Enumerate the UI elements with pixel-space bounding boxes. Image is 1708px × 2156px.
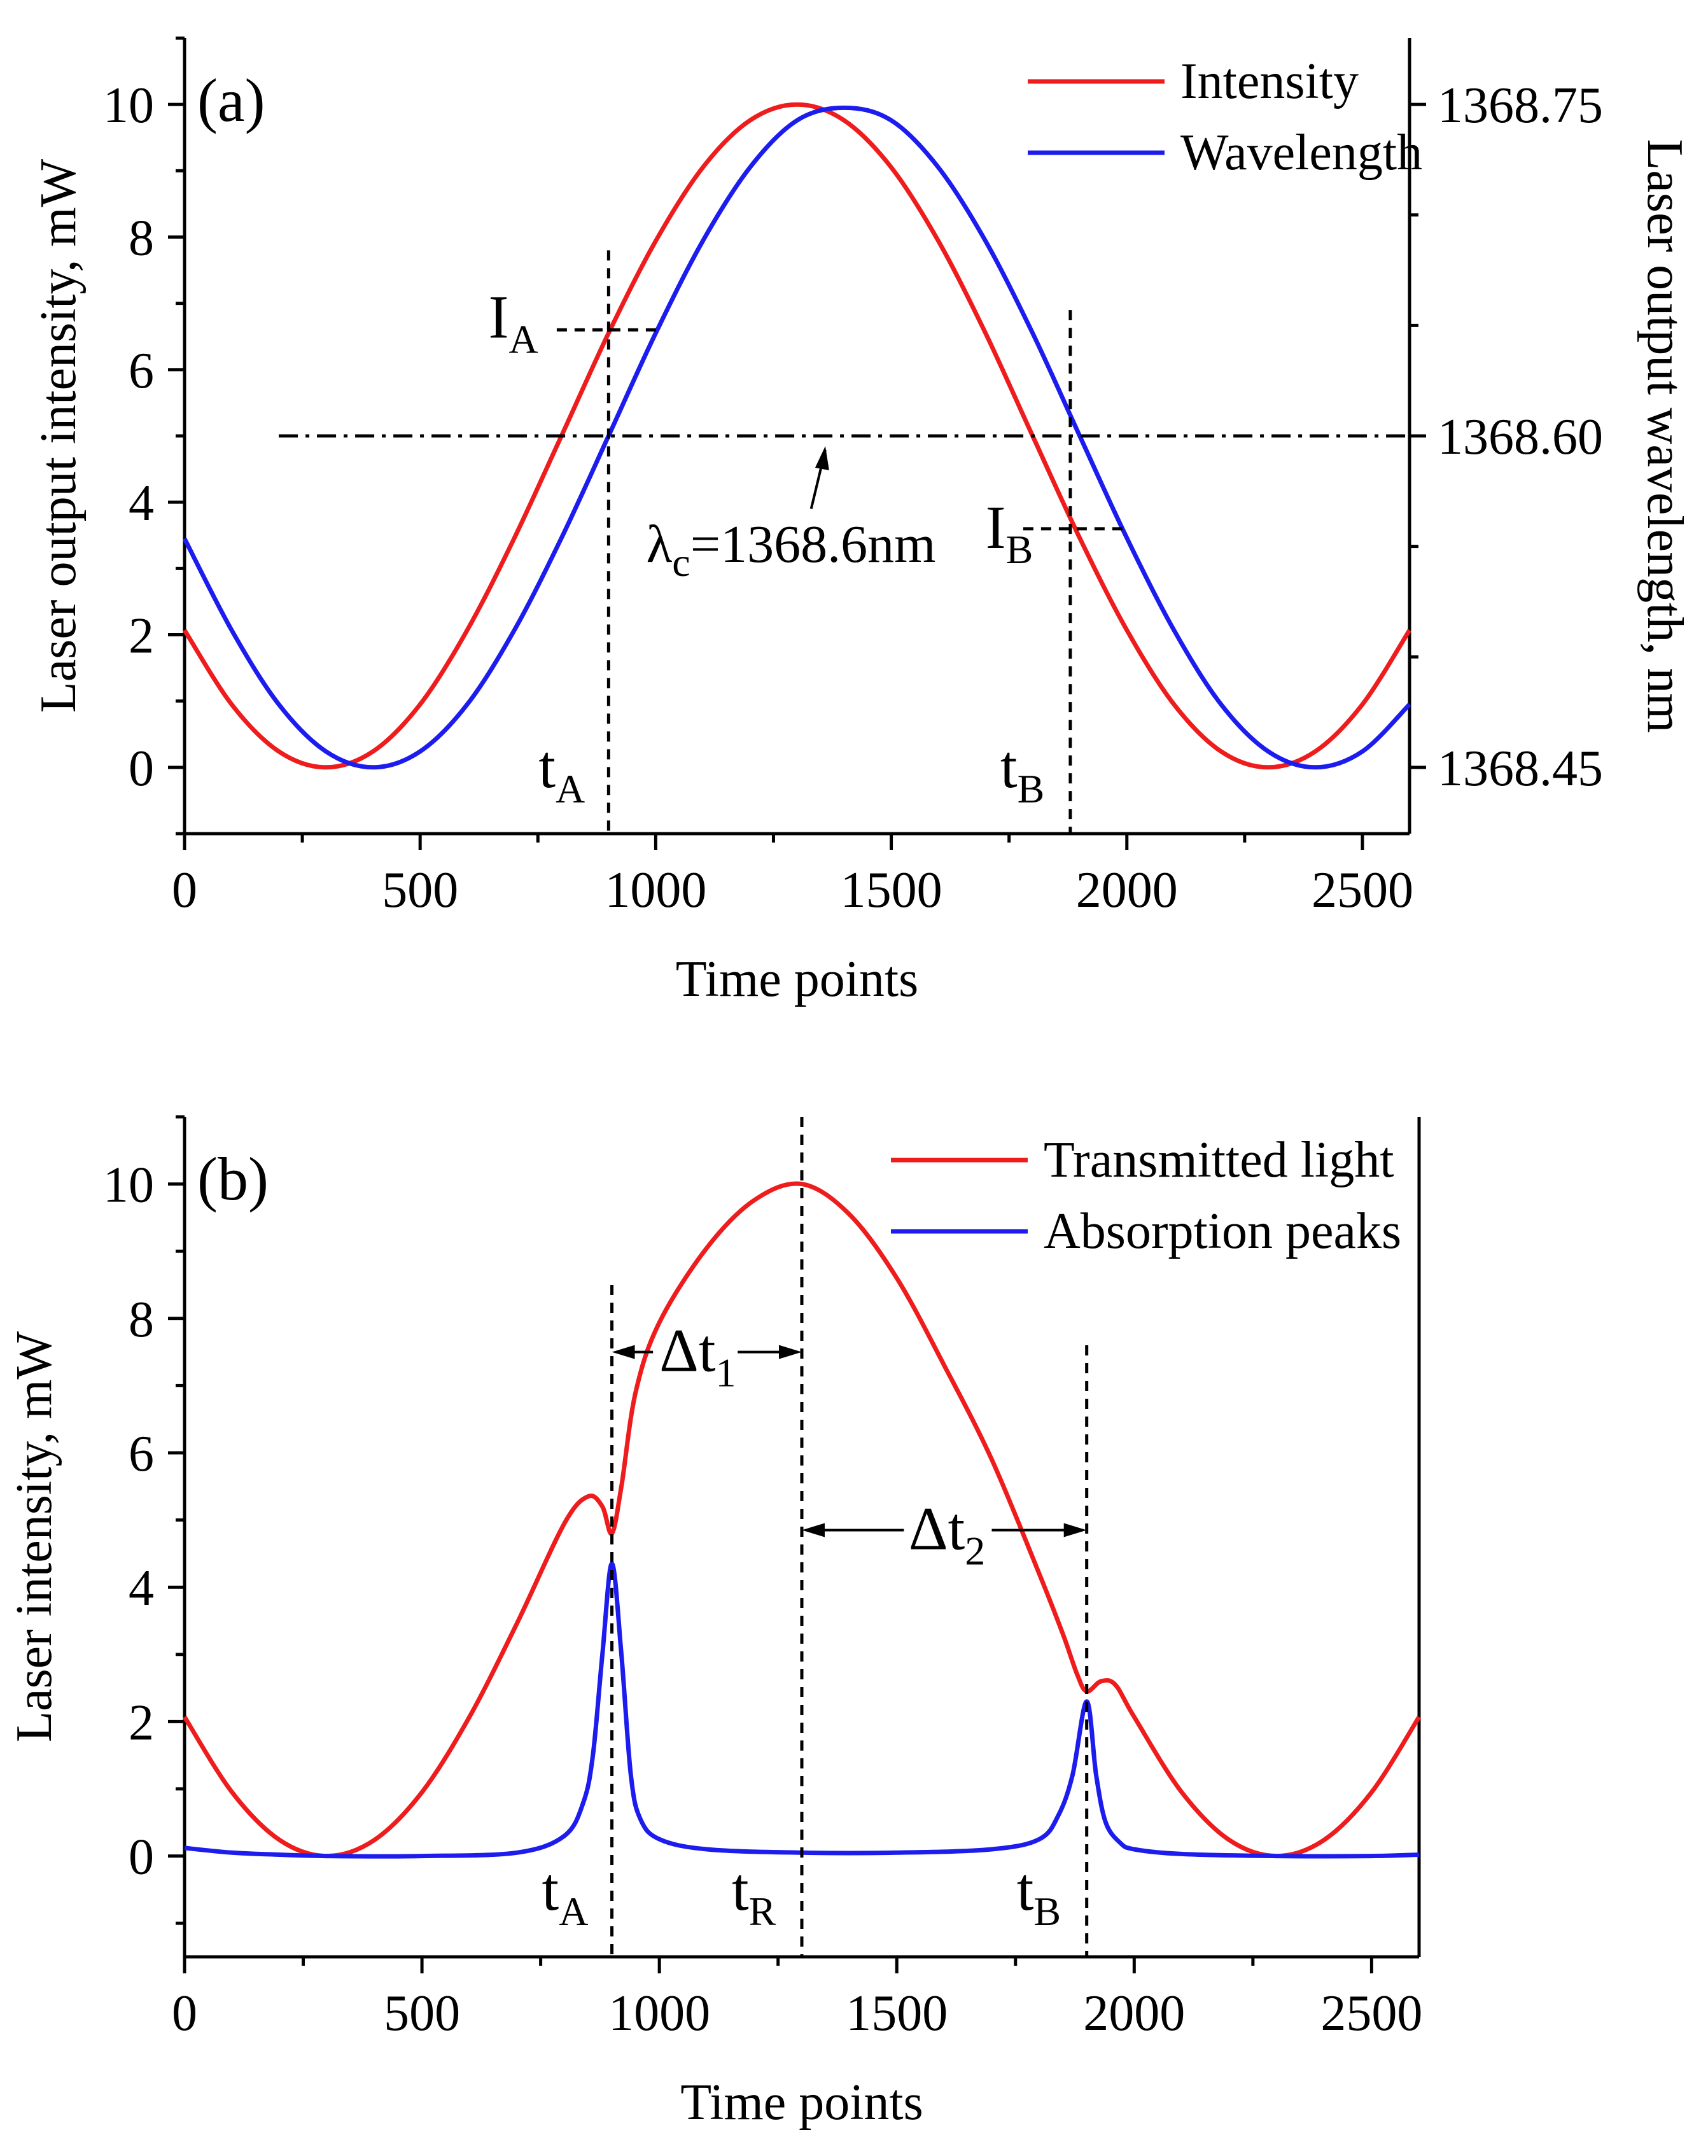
x-tick-label: 2500 [1320, 1985, 1422, 2041]
panel-b-curves [183, 1181, 1421, 1859]
y-tick-label: 4 [129, 1560, 154, 1616]
t-a-label: tA [542, 1855, 589, 1934]
legend-intensity-label: Intensity [1180, 53, 1359, 109]
y-tick-label: 4 [129, 475, 154, 531]
dt1-arrowhead-left [612, 1345, 635, 1359]
y-tick-label: 2 [129, 608, 154, 664]
panel-b-legend: Transmitted light Absorption peaks [891, 1132, 1401, 1259]
panel-b-x-axis-title: Time points [680, 2075, 923, 2131]
panel-a-annotations: tA tB IA IB λc=1368.6nm [279, 250, 1410, 834]
panel-a-label: (a) [197, 66, 265, 134]
x-tick-label: 1000 [608, 1985, 710, 2041]
x-tick-label: 1500 [846, 1985, 948, 2041]
y2-tick-label: 1368.60 [1438, 409, 1603, 465]
x-tick-label: 2000 [1083, 1985, 1185, 2041]
dt2-label: Δt2 [909, 1494, 985, 1573]
intensity-curve [183, 102, 1411, 770]
y-tick-label: 8 [129, 1292, 154, 1348]
y2-tick-label: 1368.75 [1438, 78, 1603, 134]
dt2-arrowhead-right [1063, 1523, 1087, 1537]
y-tick-label: 6 [129, 1426, 154, 1482]
panel-b-label: (b) [197, 1145, 269, 1213]
panel-a-curves [182, 102, 1411, 770]
y-tick-label: 10 [103, 1158, 154, 1214]
lambda-c-label: λc=1368.6nm [647, 515, 936, 585]
y-tick-label: 0 [129, 741, 154, 797]
panel-b-y-axis-title: Laser intensity, mW [6, 1331, 62, 1742]
dt1-label: Δt1 [659, 1317, 736, 1396]
panel-a-legend: Intensity Wavelength [1028, 53, 1422, 181]
t-r-label: tR [732, 1855, 776, 1934]
y-tick-label: 2 [129, 1695, 154, 1751]
panel-b: 0 500 1000 1500 2000 2500 0 2 4 6 8 10 tA tR tB Δt1… [6, 1115, 1422, 2131]
wavelength-curve [182, 105, 1411, 770]
y-tick-label: 0 [129, 1830, 154, 1886]
y2-tick-label: 1368.45 [1438, 741, 1603, 797]
x-tick-label: 0 [172, 862, 197, 918]
panel-a: 0 500 1000 1500 2000 2500 0 2 4 6 8 10 1368.45 1368.6… [31, 36, 1693, 1007]
t-b-label: tB [1017, 1855, 1061, 1934]
x-tick-label: 500 [384, 1985, 460, 2041]
dt1-arrowhead-right [779, 1345, 802, 1359]
transmitted-light-curve [183, 1181, 1421, 1859]
x-tick-label: 1500 [841, 862, 942, 918]
t-b-label: tB [1000, 732, 1044, 811]
panel-b-annotations: tA tR tB Δt1 Δt2 [542, 1117, 1089, 1957]
i-b-label: IB [986, 493, 1033, 572]
absorption-peaks-curve [184, 1561, 1420, 1859]
x-tick-label: 2500 [1312, 862, 1413, 918]
panel-b-axes: 0 500 1000 1500 2000 2500 0 2 4 6 8 10 [103, 1115, 1422, 2041]
x-tick-label: 1000 [605, 862, 706, 918]
x-tick-label: 500 [382, 862, 458, 918]
y-tick-label: 6 [129, 343, 154, 399]
panel-a-y2-axis-title: Laser output wavelength, nm [1637, 139, 1693, 732]
y-tick-label: 8 [129, 211, 154, 267]
x-tick-label: 0 [172, 1985, 197, 2041]
panel-a-axes: 0 500 1000 1500 2000 2500 0 2 4 6 8 10 1368.45 1368.6… [103, 36, 1603, 918]
panel-a-x-axis-title: Time points [676, 951, 919, 1007]
panel-a-y-axis-title: Laser output intensity, mW [31, 158, 87, 713]
t-a-label: tA [538, 732, 585, 811]
i-a-label: IA [489, 283, 538, 361]
legend-wavelength-label: Wavelength [1180, 125, 1422, 181]
dt2-arrowhead-left [802, 1523, 825, 1537]
lambda-c-arrowhead [815, 446, 829, 470]
y-tick-label: 10 [103, 78, 154, 134]
legend-transmitted-light-label: Transmitted light [1044, 1132, 1394, 1188]
legend-absorption-peaks-label: Absorption peaks [1044, 1203, 1401, 1259]
x-tick-label: 2000 [1076, 862, 1178, 918]
